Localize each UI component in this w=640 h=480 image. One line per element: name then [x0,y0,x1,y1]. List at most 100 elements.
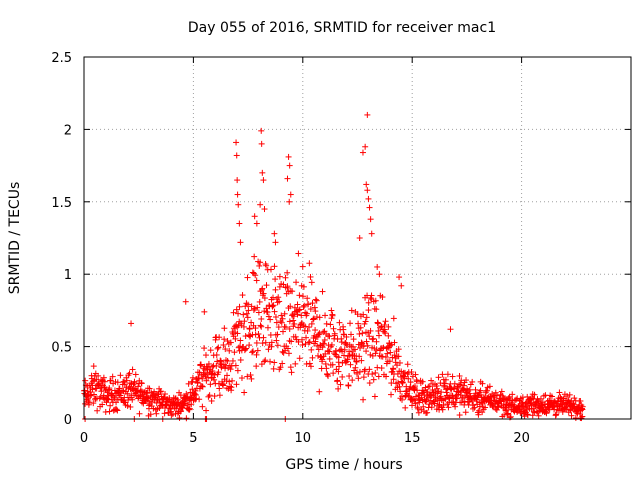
data-point [301,302,308,309]
data-point [365,299,372,306]
data-point [358,357,365,364]
data-point [261,295,268,302]
data-point [310,316,317,323]
data-point [294,311,301,318]
data-point [296,306,303,313]
data-point [456,381,463,388]
data-point [144,390,151,397]
data-point [245,301,252,308]
data-point [339,373,346,380]
data-point [355,375,362,382]
data-point [134,389,141,396]
data-point [144,395,151,402]
data-point [239,292,246,299]
data-point [419,378,426,385]
data-point [237,357,244,364]
data-point [407,379,414,386]
data-point [442,396,449,403]
data-point [276,283,283,290]
data-point [254,347,261,354]
data-point [89,378,96,385]
data-point [442,376,449,383]
data-point [244,373,251,380]
data-point [360,343,367,350]
data-point [257,259,264,266]
data-point [404,361,411,368]
data-point [470,401,477,408]
data-point [352,364,359,371]
data-point [388,341,395,348]
data-point [129,396,136,403]
data-point [284,284,291,291]
data-point [364,111,371,118]
data-point [457,381,464,388]
data-point [392,359,399,366]
data-point [81,387,88,394]
data-point [566,391,573,398]
data-point [242,346,249,353]
data-point [126,370,133,377]
data-point [440,402,447,409]
data-point [359,149,366,156]
data-point [292,333,299,340]
data-point [410,396,417,403]
data-point [220,342,227,349]
data-point [84,388,91,395]
data-point [174,396,181,403]
data-point [373,306,380,313]
data-point [230,309,237,316]
data-point [310,315,317,322]
data-point [292,360,299,367]
data-point [372,350,379,357]
data-point [114,407,121,414]
data-point [253,277,260,284]
data-point [307,273,314,280]
data-point [305,339,312,346]
data-point [329,361,336,368]
data-point [157,388,164,395]
data-point [494,392,501,399]
data-point [242,303,249,310]
data-point [199,403,206,410]
data-point [366,380,373,387]
data-point [188,401,195,408]
data-point [475,411,482,418]
data-point [535,412,542,419]
data-point [498,388,505,395]
data-point [236,303,243,310]
data-point [226,347,233,354]
data-point [444,371,451,378]
data-point [311,304,318,311]
data-point [123,377,130,384]
data-point [274,299,281,306]
data-point [128,320,135,327]
data-point [235,310,242,317]
data-point [531,391,538,398]
data-point [366,204,373,211]
y-tick-label: 0.5 [51,341,72,356]
data-point [233,139,240,146]
data-point [198,361,205,368]
data-point [336,319,343,326]
data-point [315,346,322,353]
data-point [312,308,319,315]
data-point [390,366,397,373]
data-point [205,393,212,400]
data-point [232,362,239,369]
data-point [306,260,313,267]
x-tick-label: 20 [513,431,530,446]
data-point [357,345,364,352]
data-point [295,250,302,257]
data-point [365,307,372,314]
data-point [183,415,190,422]
data-point [226,378,233,385]
data-point [363,314,370,321]
data-point [217,357,224,364]
data-point [203,407,210,414]
data-point [360,374,367,381]
data-point [385,323,392,330]
data-point [303,310,310,317]
y-tick-label: 1 [64,268,72,283]
data-point [222,346,229,353]
data-point [272,276,279,283]
